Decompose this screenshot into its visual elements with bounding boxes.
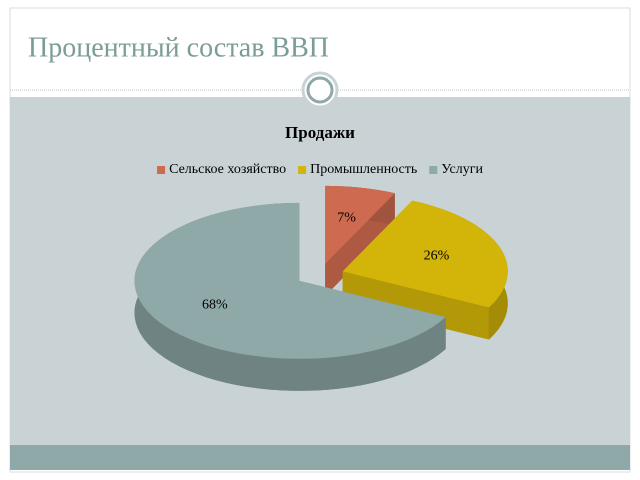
- legend-label: Услуги: [441, 162, 483, 177]
- legend: Сельское хозяйство Промышленность Услуги: [157, 162, 483, 177]
- slide-title: Процентный состав ВВП: [28, 32, 329, 63]
- legend-label: Промышленность: [310, 162, 417, 177]
- slice: [325, 185, 395, 264]
- slice: [134, 202, 446, 359]
- legend-label: Сельское хозяйство: [169, 162, 286, 177]
- legend-swatch: [429, 166, 438, 174]
- chart-area: [10, 97, 630, 445]
- data-label: 26%: [424, 249, 450, 264]
- footer-band: [10, 445, 630, 470]
- data-label: 68%: [202, 297, 228, 312]
- legend-swatch: [157, 166, 166, 174]
- legend-swatch: [298, 166, 307, 174]
- chart-title: Продажи: [285, 123, 355, 142]
- slice: [342, 200, 508, 308]
- slice-wall: [342, 271, 489, 340]
- ornament-inner: [306, 76, 334, 104]
- data-label: 7%: [337, 210, 356, 225]
